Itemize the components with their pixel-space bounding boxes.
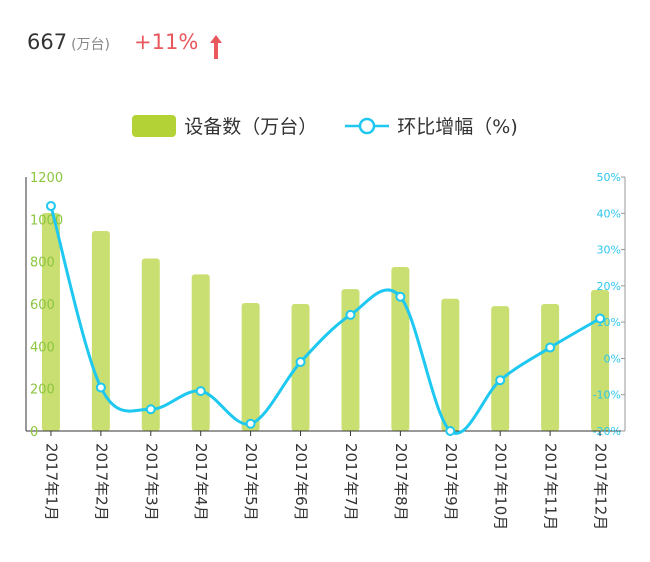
- x-tick-label: 2017年6月: [292, 443, 310, 521]
- x-tick-label: 2017年2月: [92, 443, 110, 521]
- line-point: [445, 426, 456, 436]
- y-left-tick-label: 400: [30, 340, 55, 355]
- y-right-tick-label: 30%: [597, 244, 621, 257]
- y-left-tick-label: 1200: [30, 171, 63, 186]
- kpi-change: +11%: [134, 30, 199, 54]
- bar-mark: [491, 306, 510, 431]
- x-tick-label: 2017年3月: [142, 443, 160, 521]
- y-right-tick-label: -10%: [593, 389, 621, 402]
- y-right-tick-label: 40%: [597, 207, 621, 220]
- legend-bar-swatch: [132, 114, 177, 137]
- line-point: [195, 386, 206, 397]
- arrow-up-icon: [210, 35, 223, 59]
- x-tick-label: 2017年9月: [442, 443, 460, 521]
- y-left-tick-label: 0: [30, 425, 38, 440]
- line-series: [49, 205, 601, 435]
- legend-bar-label: 设备数（万台）: [184, 116, 318, 138]
- bar-mark: [241, 302, 260, 431]
- x-tick-label: 2017年12月: [592, 443, 610, 530]
- bar-mark: [91, 230, 110, 431]
- chart-legend: 设备数（万台） 环比增幅（%): [0, 112, 650, 139]
- legend-item-line[interactable]: 环比增幅（%): [345, 112, 518, 139]
- x-tick-label: 2017年7月: [342, 443, 360, 521]
- bar-mark: [541, 304, 560, 431]
- line-point: [95, 382, 106, 393]
- kpi-value: 667: [27, 30, 68, 54]
- kpi-unit: (万台): [71, 37, 111, 53]
- y-left-tick-label: 200: [30, 383, 55, 398]
- bar-mark: [191, 274, 210, 431]
- line-point: [295, 357, 306, 368]
- x-tick-label: 2017年11月: [542, 443, 560, 530]
- bar-mark: [291, 304, 310, 431]
- y-right-tick-label: 0%: [604, 352, 621, 365]
- y-right-tick-label: 50%: [597, 171, 621, 184]
- x-tick-label: 2017年5月: [242, 443, 260, 521]
- y-right-tick-label: 20%: [597, 280, 621, 293]
- y-left-tick-label: 1000: [30, 213, 63, 228]
- x-tick-label: 2017年10月: [492, 443, 510, 530]
- bar-mark: [591, 289, 610, 431]
- line-point: [345, 309, 356, 320]
- line-point: [395, 291, 406, 302]
- legend-item-bars[interactable]: 设备数（万台）: [132, 112, 317, 139]
- y-left-tick-label: 600: [30, 298, 55, 313]
- legend-line-swatch: [345, 117, 390, 134]
- bar-mark: [141, 258, 160, 431]
- legend-line-label: 环比增幅（%): [397, 116, 518, 138]
- line-point: [245, 418, 256, 429]
- x-tick-label: 2017年4月: [192, 443, 210, 521]
- line-point: [145, 404, 156, 415]
- bar-mark: [441, 298, 460, 431]
- bar-mark: [41, 212, 60, 431]
- line-point: [45, 201, 56, 212]
- bar-mark: [391, 266, 410, 431]
- line-point: [595, 313, 606, 324]
- line-point: [545, 342, 556, 353]
- x-tick-label: 2017年8月: [392, 443, 410, 521]
- y-right-tick-label: -20%: [593, 425, 621, 438]
- x-tick-label: 2017年1月: [42, 443, 60, 521]
- bar-mark: [341, 289, 360, 431]
- kpi-summary: 667 (万台) +11%: [27, 30, 224, 64]
- line-point: [495, 375, 506, 386]
- y-left-tick-label: 800: [30, 256, 55, 271]
